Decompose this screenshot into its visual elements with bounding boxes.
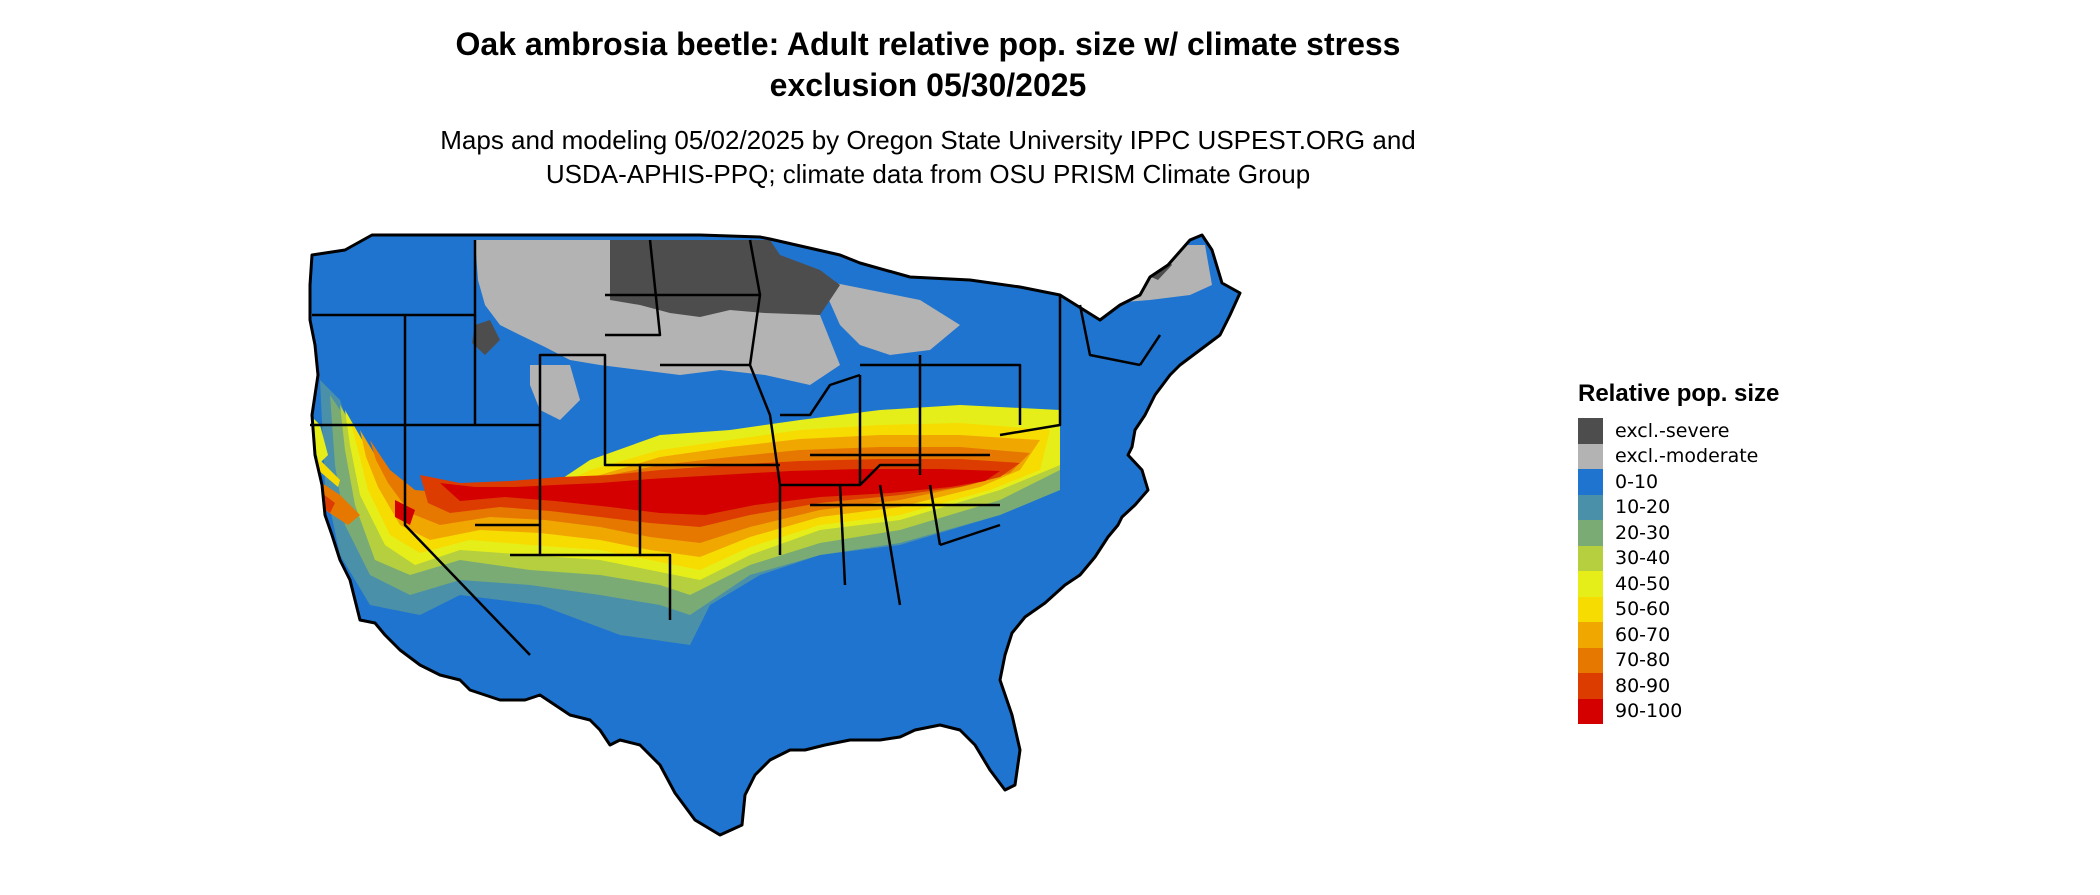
legend-swatch [1578, 647, 1603, 673]
legend-swatch [1578, 545, 1603, 571]
legend-label: excl.-severe [1615, 419, 1730, 442]
legend-swatch [1578, 494, 1603, 520]
legend-label: 60-70 [1615, 623, 1671, 646]
legend-swatch [1578, 698, 1603, 724]
legend-label: 50-60 [1615, 598, 1671, 621]
legend-item: 90-100 [1578, 698, 1779, 724]
legend-item: 20-30 [1578, 520, 1779, 546]
legend-label: excl.-moderate [1615, 445, 1759, 468]
legend-swatch [1578, 520, 1603, 546]
legend-swatch [1578, 443, 1603, 469]
legend-label: 80-90 [1615, 674, 1671, 697]
legend-item: 10-20 [1578, 494, 1779, 520]
legend-label: 90-100 [1615, 700, 1683, 723]
legend-swatch [1578, 469, 1603, 495]
legend-item: excl.-severe [1578, 418, 1779, 444]
legend-item: 50-60 [1578, 596, 1779, 622]
legend-item: 60-70 [1578, 622, 1779, 648]
legend: Relative pop. size excl.-severe excl.-mod… [1578, 380, 1779, 724]
legend-items: excl.-severe excl.-moderate 0-10 10-20 20-30… [1578, 418, 1779, 724]
legend-swatch [1578, 418, 1603, 444]
subtitle-line-2: USDA-APHIS-PPQ; climate data from OSU PR… [545, 159, 1311, 189]
us-population-map [308, 233, 1242, 837]
legend-label: 20-30 [1615, 521, 1671, 544]
legend-item: 40-50 [1578, 571, 1779, 597]
legend-swatch [1578, 673, 1603, 699]
legend-label: 40-50 [1615, 572, 1671, 595]
map-subtitle: Maps and modeling 05/02/2025 by Oregon S… [0, 123, 1856, 191]
legend-item: 70-80 [1578, 647, 1779, 673]
title-line-2: exclusion 05/30/2025 [769, 67, 1087, 103]
legend-label: 30-40 [1615, 547, 1671, 570]
map-title: Oak ambrosia beetle: Adult relative pop.… [0, 24, 1856, 106]
legend-label: 0-10 [1615, 470, 1659, 493]
legend-title: Relative pop. size [1578, 380, 1780, 407]
legend-item: 0-10 [1578, 469, 1779, 495]
legend-swatch [1578, 622, 1603, 648]
legend-item: excl.-moderate [1578, 443, 1779, 469]
subtitle-line-1: Maps and modeling 05/02/2025 by Oregon S… [440, 125, 1416, 155]
legend-swatch [1578, 596, 1603, 622]
legend-swatch [1578, 571, 1603, 597]
legend-item: 80-90 [1578, 673, 1779, 699]
legend-item: 30-40 [1578, 545, 1779, 571]
legend-label: 10-20 [1615, 496, 1671, 519]
title-line-1: Oak ambrosia beetle: Adult relative pop.… [455, 26, 1401, 62]
legend-label: 70-80 [1615, 649, 1671, 672]
